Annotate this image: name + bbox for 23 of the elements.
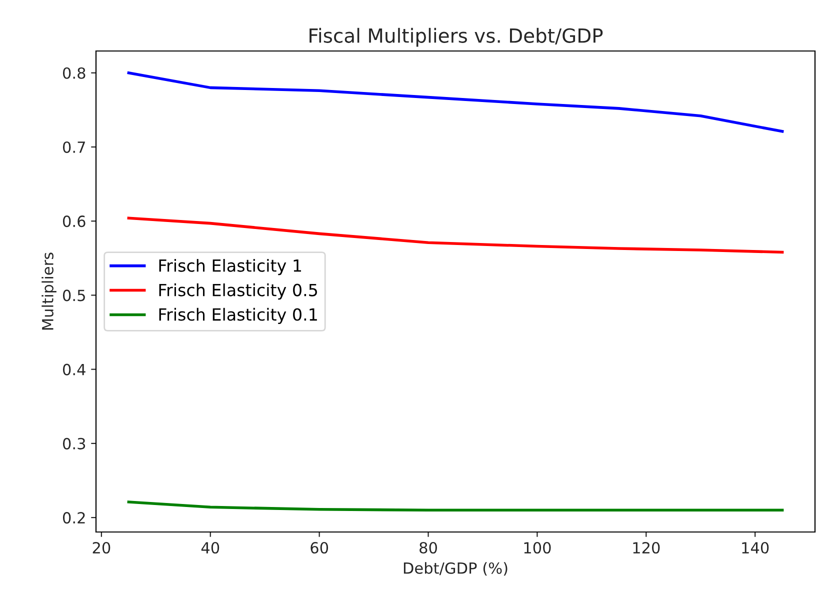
line-series [127,71,784,133]
legend-label: Frisch Elasticity 0.1 [159,308,317,324]
chart-title: Fiscal Multipliers vs. Debt/GDP [310,28,603,47]
x-axis-title: Debt/GDP (%) [404,562,508,576]
y-tick-label: 0.3 [62,438,86,450]
line-series [127,500,784,512]
line-series [127,216,784,254]
legend-label: Frisch Elasticity 0.5 [159,283,317,300]
y-tick-label: 0.7 [62,141,85,153]
x-tick-label: 60 [310,542,328,554]
y-tick-label: 0.8 [62,67,86,79]
x-tick-label: 40 [201,542,220,554]
y-tick-label: 0.4 [62,364,86,376]
x-tick-label: 140 [742,542,769,554]
x-tick-label: 120 [633,542,660,554]
y-axis-title: Multipliers [42,252,56,330]
y-tick-label: 0.5 [62,290,85,302]
y-tick-label: 0.2 [62,512,85,524]
x-tick-label: 80 [420,542,437,554]
x-tick-label: 20 [92,542,110,554]
legend-label: Frisch Elasticity 1 [159,258,302,276]
y-tick-label: 0.6 [62,216,86,228]
x-tick-label: 100 [524,542,551,554]
